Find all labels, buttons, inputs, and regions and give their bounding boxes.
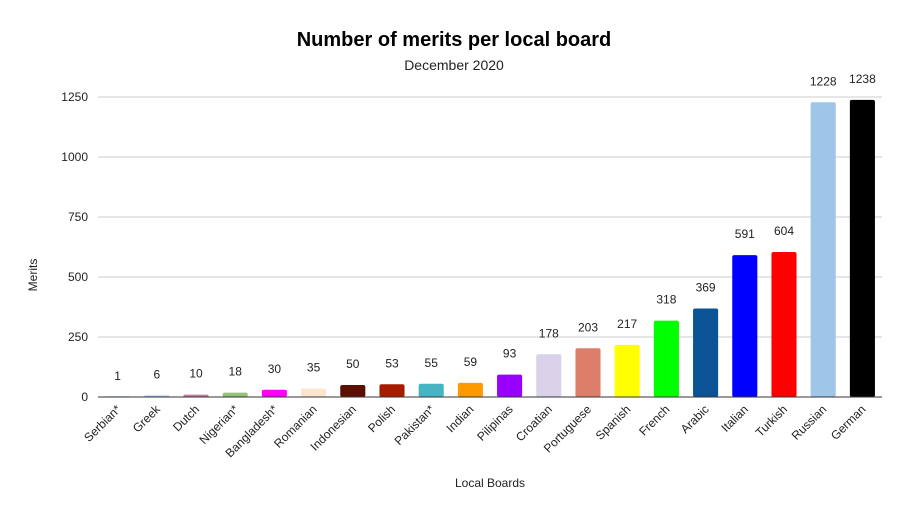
data-label: 604	[774, 224, 794, 238]
bar-croatian	[536, 354, 562, 397]
data-label: 35	[307, 361, 321, 375]
bar-portuguese	[575, 348, 601, 397]
bar-pilipinas	[497, 374, 523, 397]
y-tick-label: 750	[68, 210, 88, 224]
x-tick-label: Italian	[718, 402, 751, 435]
x-tick-label: German	[828, 402, 869, 443]
data-label: 59	[464, 355, 478, 369]
data-label: 18	[229, 365, 243, 379]
data-label: 203	[578, 320, 598, 334]
x-tick-label: Russian	[789, 402, 830, 443]
bar-italian	[732, 255, 758, 397]
data-label: 369	[696, 280, 716, 294]
data-label: 30	[268, 362, 282, 376]
chart-subtitle: December 2020	[404, 57, 504, 73]
chart-title: Number of merits per local board	[297, 29, 612, 51]
x-axis-ticks: Serbian* Greek DutchNigerian*Bangladesh*Ro…	[81, 402, 868, 461]
data-label: 53	[385, 356, 399, 370]
y-axis-title: Merits	[26, 259, 40, 292]
data-label: 10	[189, 367, 203, 381]
x-axis-title: Local Boards	[455, 476, 525, 490]
data-labels: 1 6 10 18 30 35 50 53 55 59 93 178 203 217 318 369 591 60…	[114, 72, 876, 383]
bar-indonesian	[340, 385, 366, 397]
x-tick-label: Turkish	[753, 402, 790, 439]
data-label: 591	[735, 227, 755, 241]
bar-arabic	[693, 308, 719, 397]
y-tick-label: 500	[68, 270, 88, 284]
bar-dutch	[183, 394, 209, 397]
x-tick-label: Dutch	[170, 402, 202, 434]
x-tick-label: French	[636, 402, 672, 438]
bar-spanish	[614, 344, 640, 397]
data-label: 55	[425, 356, 439, 370]
data-label: 93	[503, 347, 517, 361]
x-tick-label: Serbian*	[81, 402, 124, 445]
x-tick-label: Indian	[443, 402, 476, 435]
bar-turkish	[771, 252, 797, 397]
x-tick-label: Arabic	[678, 402, 712, 436]
data-label: 6	[153, 368, 160, 382]
x-tick-label: Pilipinas	[474, 402, 516, 444]
bar-polish	[379, 384, 405, 397]
y-tick-label: 250	[68, 330, 88, 344]
bar-pakistan	[418, 383, 444, 397]
x-tick-label: Polish	[365, 402, 398, 435]
data-label: 1	[114, 369, 121, 383]
bar-bangladesh	[261, 389, 287, 397]
x-tick-label: Greek	[130, 402, 164, 436]
bar-french	[653, 320, 679, 397]
data-label: 178	[539, 326, 559, 340]
y-tick-label: 1000	[61, 150, 88, 164]
bar-german	[849, 99, 875, 397]
y-tick-label: 1250	[61, 90, 88, 104]
data-label: 1228	[810, 74, 837, 88]
y-tick-label: 0	[81, 390, 88, 404]
data-label: 217	[617, 317, 637, 331]
bars	[105, 99, 875, 397]
bar-nigerian	[222, 392, 248, 397]
bar-russian	[810, 102, 836, 397]
data-label: 318	[656, 293, 676, 307]
data-label: 50	[346, 357, 360, 371]
gridlines	[98, 96, 882, 338]
x-tick-label: Spanish	[593, 402, 634, 443]
bar-romanian	[301, 388, 327, 397]
data-label: 1238	[849, 72, 876, 86]
x-tick-label: Pakistan*	[392, 402, 438, 448]
y-axis-ticks: 0 250 500 750 1000 1250	[61, 90, 88, 404]
bar-indian	[457, 382, 483, 397]
